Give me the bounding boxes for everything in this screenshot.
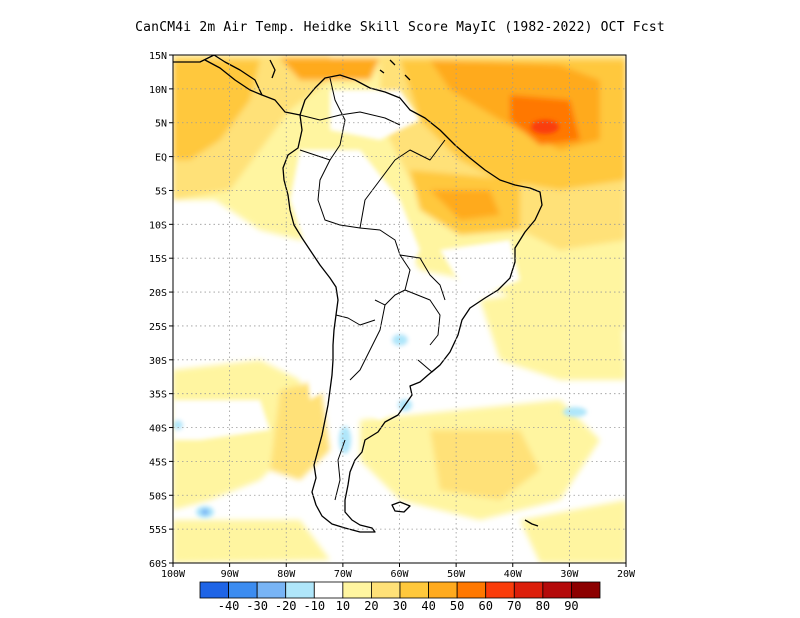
lon-tick-label: 20W bbox=[617, 569, 636, 580]
central-america-coast bbox=[173, 55, 263, 96]
colorbar-label: -20 bbox=[275, 599, 297, 613]
colorbar bbox=[199, 581, 601, 599]
shade-10-southwest bbox=[173, 360, 300, 510]
map-title: CanCM4i 2m Air Temp. Heidke Skill Score … bbox=[135, 20, 665, 35]
south-georgia bbox=[524, 519, 539, 527]
colorbar-label: -30 bbox=[246, 599, 268, 613]
white-brazil-central bbox=[440, 240, 520, 300]
falklands bbox=[391, 501, 411, 513]
lon-tick-label: 80W bbox=[277, 569, 296, 580]
shade-20-chile bbox=[270, 380, 330, 480]
lon-tick-label: 40W bbox=[504, 569, 523, 580]
lat-tick-label: 5S bbox=[155, 186, 167, 197]
lat-tick-label: 50S bbox=[149, 491, 167, 502]
lat-tick-label: 10S bbox=[149, 220, 167, 231]
shade-30-pacific bbox=[173, 60, 260, 160]
skill-shading bbox=[173, 55, 626, 563]
colorbar-label: 80 bbox=[536, 599, 550, 613]
gridlines bbox=[173, 55, 626, 563]
colorbar-label: 10 bbox=[336, 599, 350, 613]
colorbar-swatch bbox=[342, 581, 372, 599]
shade-40-brazil bbox=[430, 190, 500, 220]
neg-patch-west-edge bbox=[173, 420, 183, 430]
colorbar-swatch bbox=[428, 581, 458, 599]
colorbar-swatch bbox=[399, 581, 429, 599]
colorbar-label: 40 bbox=[421, 599, 435, 613]
lat-tick-label: 5N bbox=[155, 119, 167, 130]
colorbar-label: -10 bbox=[303, 599, 325, 613]
colorbar-swatch bbox=[256, 581, 287, 599]
colorbar-swatch bbox=[542, 581, 572, 599]
colorbar-swatch bbox=[371, 581, 401, 599]
colorbar-swatch bbox=[485, 581, 515, 599]
white-venezuela bbox=[330, 90, 420, 140]
lat-tick-label: 20S bbox=[149, 288, 167, 299]
lat-tick-label: 60S bbox=[149, 559, 167, 570]
shade-10-atlantic bbox=[480, 280, 626, 380]
colorbar-label: 20 bbox=[364, 599, 378, 613]
lon-tick-label: 30W bbox=[560, 569, 579, 580]
lat-tick-label: 15N bbox=[149, 51, 167, 62]
lon-tick-label: 100W bbox=[161, 569, 186, 580]
lat-tick-label: 40S bbox=[149, 424, 167, 435]
country-borders bbox=[299, 77, 446, 501]
neg-patch-atlantic bbox=[563, 407, 587, 417]
white-pacific-south bbox=[173, 400, 270, 440]
lat-tick-label: 25S bbox=[149, 322, 167, 333]
colorbar-labels: -40 -30 -20 -10 10 20 30 40 50 60 70 80 90 bbox=[218, 599, 579, 613]
colorbar-swatch bbox=[456, 581, 487, 599]
colorbar-label: 90 bbox=[564, 599, 578, 613]
caribbean-islands bbox=[269, 59, 411, 81]
shade-10-south bbox=[173, 520, 330, 563]
colorbar-label: 50 bbox=[450, 599, 464, 613]
lon-tick-label: 90W bbox=[221, 569, 240, 580]
colorbar-swatch bbox=[228, 581, 258, 599]
colorbar-label: 60 bbox=[478, 599, 492, 613]
colorbar-swatch bbox=[571, 581, 601, 599]
colorbar-swatch bbox=[199, 581, 229, 599]
lat-tick-label: EQ bbox=[155, 153, 167, 164]
shade-60-core bbox=[531, 120, 559, 134]
lat-tick-label: 35S bbox=[149, 390, 167, 401]
white-amazon-west bbox=[290, 150, 420, 300]
latitude-labels: 15N 10N 5N EQ 5S 10S 15S 20S 25S 30S 35S 40S 45S 50S 5… bbox=[149, 51, 173, 570]
colorbar-label: 30 bbox=[393, 599, 407, 613]
shade-40-caribbean bbox=[280, 58, 380, 80]
white-chile-north bbox=[300, 300, 345, 400]
colorbar-swatch bbox=[285, 581, 315, 599]
neg-patch-argentina bbox=[392, 334, 408, 346]
shade-10-southeast bbox=[520, 500, 626, 563]
lat-tick-label: 10N bbox=[149, 85, 167, 96]
lat-tick-label: 55S bbox=[149, 525, 167, 536]
lat-tick-label: 30S bbox=[149, 356, 167, 367]
lon-tick-label: 50W bbox=[447, 569, 466, 580]
lon-tick-label: 70W bbox=[334, 569, 353, 580]
colorbar-label: -40 bbox=[218, 599, 240, 613]
neg-patch-pacific-core bbox=[201, 509, 209, 515]
colorbar-swatch bbox=[313, 581, 344, 599]
coastlines bbox=[173, 55, 543, 533]
lat-tick-label: 45S bbox=[149, 457, 167, 468]
lat-tick-label: 15S bbox=[149, 254, 167, 265]
longitude-labels: 100W 90W 80W 70W 60W 50W 40W 30W 20W bbox=[161, 563, 636, 580]
lon-tick-label: 60W bbox=[390, 569, 409, 580]
colorbar-label: 70 bbox=[507, 599, 521, 613]
colorbar-swatch bbox=[513, 581, 544, 599]
